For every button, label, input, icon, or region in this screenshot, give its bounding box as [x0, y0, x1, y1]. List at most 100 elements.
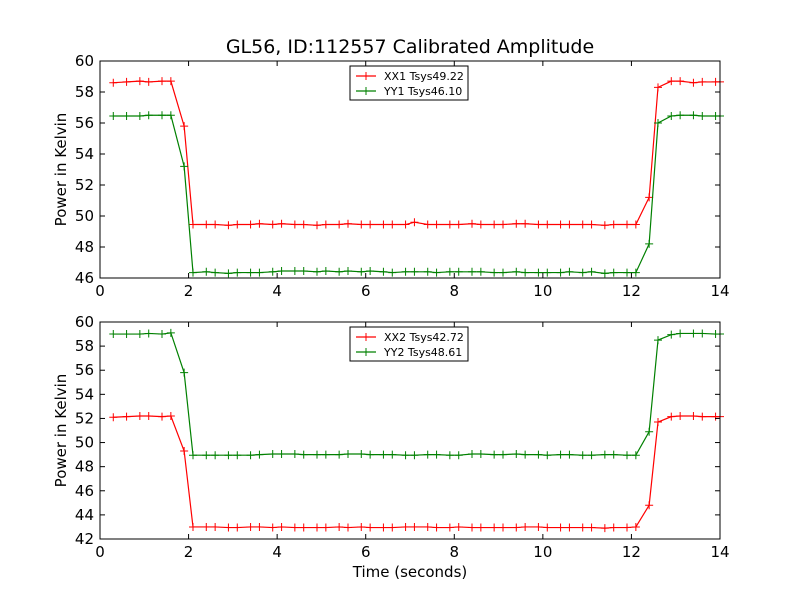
data-point [490, 268, 499, 277]
data-point [565, 267, 574, 276]
data-point [144, 77, 153, 86]
data-point [534, 522, 543, 531]
data-point [499, 268, 507, 277]
data-point [366, 523, 375, 532]
data-point [313, 221, 321, 230]
data-point [689, 111, 698, 120]
data-point [410, 218, 419, 227]
data-point [344, 267, 352, 276]
data-point [698, 412, 707, 421]
data-point [255, 450, 264, 459]
data-point [313, 450, 321, 459]
data-point [357, 220, 366, 229]
data-point [609, 220, 618, 229]
data-point [490, 220, 499, 229]
data-point [410, 267, 419, 276]
data-point [631, 451, 640, 460]
data-point [401, 451, 410, 460]
data-point [556, 523, 565, 532]
x-tick-label: 0 [95, 543, 105, 561]
x-axis-label: Time (seconds) [352, 563, 468, 581]
data-point [211, 268, 220, 277]
data-point [676, 412, 685, 421]
data-point [445, 451, 454, 460]
data-point [246, 522, 255, 531]
data-point [211, 451, 220, 460]
data-point [135, 112, 144, 121]
data-point [654, 336, 662, 345]
data-point [180, 122, 189, 131]
data-point [423, 220, 432, 229]
legend-label: XX2 Tsys42.72 [384, 331, 464, 344]
y-tick-label: 44 [75, 506, 94, 524]
data-point [600, 450, 609, 459]
legend-1: XX1 Tsys49.22 YY1 Tsys46.10 [349, 65, 469, 101]
data-point [423, 522, 432, 531]
data-point [587, 523, 596, 532]
data-point [410, 451, 419, 460]
data-point [299, 267, 308, 276]
legend-marker [362, 333, 370, 341]
data-point [122, 412, 131, 421]
data-point [357, 522, 366, 531]
data-point [268, 267, 277, 276]
data-point [109, 112, 118, 121]
data-point [255, 522, 264, 531]
data-point [144, 412, 153, 421]
data-point [534, 450, 543, 459]
data-point [180, 162, 189, 171]
data-point [268, 450, 277, 459]
x-tick-label: 14 [710, 543, 729, 561]
data-point [211, 220, 220, 229]
y-tick-label: 48 [75, 458, 94, 476]
data-point [476, 523, 485, 532]
data-point [268, 523, 277, 532]
data-point [512, 267, 521, 276]
data-point [698, 112, 707, 121]
data-point [158, 412, 166, 421]
legend-box [349, 326, 469, 362]
data-point [587, 220, 596, 229]
y-tick-label: 48 [75, 238, 94, 256]
data-point [512, 523, 521, 532]
data-point [565, 220, 574, 229]
data-point [645, 193, 654, 202]
data-point [335, 267, 344, 276]
data-point [578, 220, 587, 229]
y-tick-label: 52 [75, 176, 94, 194]
data-point [432, 268, 441, 277]
data-point [335, 450, 344, 459]
data-point [454, 451, 463, 460]
data-point [476, 267, 485, 276]
data-point [667, 77, 676, 86]
data-point [202, 220, 211, 229]
x-tick-label: 4 [272, 282, 282, 300]
data-point [600, 221, 609, 230]
data-point [600, 524, 609, 533]
data-point [189, 220, 197, 229]
x-tick-label: 8 [450, 282, 460, 300]
data-point [388, 268, 397, 277]
data-point [654, 418, 662, 427]
data-point [109, 78, 118, 87]
data-point [299, 450, 308, 459]
y-tick-label: 52 [75, 409, 94, 427]
y-tick-label: 54 [75, 145, 94, 163]
data-point [233, 220, 242, 229]
data-point [335, 220, 344, 229]
data-point [122, 330, 131, 339]
data-point [689, 412, 698, 421]
data-point [543, 523, 552, 532]
data-point [512, 450, 521, 459]
data-point [202, 522, 211, 531]
y-axis-label: Power in Kelvin [52, 113, 70, 227]
data-point [277, 522, 286, 531]
data-point [290, 523, 299, 532]
x-tick-label: 12 [622, 543, 641, 561]
data-point [224, 221, 233, 230]
data-point [233, 523, 242, 532]
legend-marker [362, 72, 370, 80]
